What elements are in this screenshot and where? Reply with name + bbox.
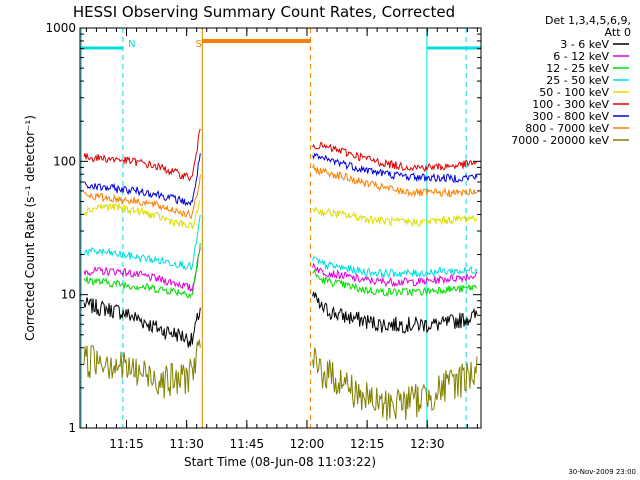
series-line <box>312 206 478 228</box>
x-tick-label: 11:15 <box>109 437 144 451</box>
legend-entry: 100 - 300 keV <box>532 98 609 111</box>
series-line <box>83 174 201 219</box>
x-axis-label: Start Time (08-Jun-08 11:03:22) <box>184 455 376 469</box>
series-line <box>312 152 478 184</box>
annotation-s: S <box>195 39 201 50</box>
footer-date: 30-Nov-2009 23:00 <box>568 468 636 476</box>
plot-frame <box>79 27 482 429</box>
legend-entry: 800 - 7000 keV <box>525 122 609 135</box>
series-line <box>83 128 201 182</box>
series-line <box>312 291 478 334</box>
series-line <box>312 256 478 280</box>
series-line <box>83 153 201 207</box>
series-line <box>312 262 478 288</box>
x-tick-label: 12:15 <box>350 437 385 451</box>
series-line <box>83 199 201 231</box>
series-line <box>312 347 478 421</box>
x-tick-label: 11:45 <box>230 437 265 451</box>
series-layer <box>83 128 478 421</box>
x-tick-label: 11:30 <box>169 437 204 451</box>
series-line <box>312 141 478 173</box>
series-line <box>83 297 201 348</box>
series-line <box>83 339 201 399</box>
y-tick-label: 100 <box>53 154 76 168</box>
series-line <box>83 247 201 293</box>
chart-title: HESSI Observing Summary Count Rates, Cor… <box>73 3 455 21</box>
series-line <box>83 214 201 271</box>
legend-entry: 6 - 12 keV <box>553 50 609 63</box>
legend-entry: 50 - 100 keV <box>539 86 609 99</box>
x-tick-label: 12:30 <box>410 437 445 451</box>
y-tick-label: 10 <box>61 288 76 302</box>
y-tick-label: 1 <box>68 421 76 435</box>
x-tick-label: 12:00 <box>290 437 325 451</box>
legend-entry: 25 - 50 keV <box>546 74 609 87</box>
annotation-n: N <box>128 39 135 50</box>
legend-entry: 7000 - 20000 keV <box>511 134 609 147</box>
series-line <box>312 268 478 298</box>
series-line <box>312 163 478 198</box>
legend-title: Att 0 <box>605 26 631 39</box>
legend-entry: 300 - 800 keV <box>532 110 609 123</box>
series-line <box>83 243 201 299</box>
legend-title: Det 1,3,4,5,6,9, <box>545 14 631 27</box>
axis-layer: 1 10 100 1000 11:15 11:30 11:45 12:00 12:15 12:30 <box>45 21 481 451</box>
legend-entry: 12 - 25 keV <box>546 62 609 75</box>
legend-entry: 3 - 6 keV <box>560 38 609 51</box>
y-tick-label: 1000 <box>45 21 76 35</box>
y-axis-label: Corrected Count Rate (s⁻¹ detector⁻¹) <box>23 115 37 341</box>
